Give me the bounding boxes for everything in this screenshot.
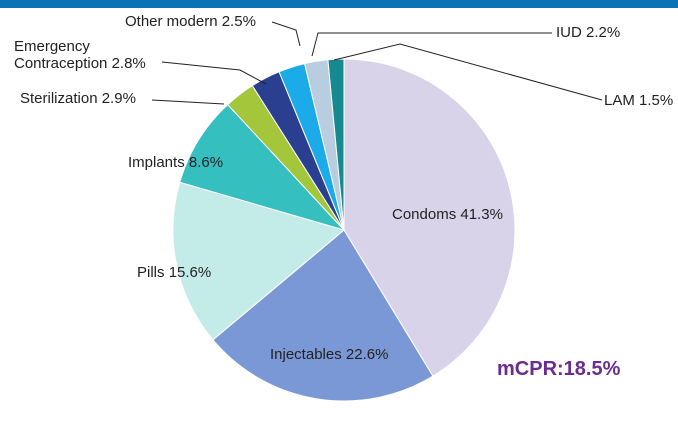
category: Other modern bbox=[125, 13, 218, 30]
slice-label: Condoms 41.3% bbox=[392, 206, 503, 223]
category: Emergency Contraception bbox=[14, 38, 108, 72]
top-bar bbox=[0, 0, 678, 8]
leader-line bbox=[271, 21, 301, 47]
category: LAM bbox=[604, 92, 635, 109]
category: IUD bbox=[556, 24, 582, 41]
leader-line bbox=[161, 61, 267, 85]
value-label: 2.9% bbox=[101, 90, 136, 107]
value-label: 2.8% bbox=[111, 55, 146, 72]
value-label: 15.6% bbox=[168, 264, 212, 281]
value-label: 8.6% bbox=[188, 154, 224, 171]
slice-label: Emergency Contraception 2.8% bbox=[14, 38, 164, 72]
leader-line bbox=[311, 32, 552, 57]
slice-label: LAM 1.5% bbox=[604, 92, 673, 109]
leader-line bbox=[151, 99, 225, 105]
slice-label: Pills 15.6% bbox=[137, 264, 211, 281]
category: Pills bbox=[137, 264, 165, 281]
pie-slice bbox=[179, 103, 346, 231]
slice-label: Other modern 2.5% bbox=[125, 13, 256, 30]
category: Injectables bbox=[270, 346, 342, 363]
leader-lines bbox=[151, 21, 603, 105]
value-label: 1.5% bbox=[639, 92, 674, 109]
slice-label: Implants 8.6% bbox=[128, 154, 223, 171]
pie-slice bbox=[172, 181, 346, 341]
value-label: 2.2% bbox=[586, 24, 621, 41]
category: Implants bbox=[128, 154, 185, 171]
pie-slice bbox=[212, 229, 434, 402]
annotation: mCPR:18.5% bbox=[497, 358, 621, 380]
value-label: 2.5% bbox=[221, 13, 256, 30]
slice-label: Sterilization 2.9% bbox=[20, 90, 136, 107]
value-label: 22.6% bbox=[345, 346, 389, 363]
leader-line bbox=[333, 43, 603, 101]
pie-slice bbox=[343, 58, 516, 377]
category: Sterilization bbox=[20, 90, 98, 107]
value-label: 41.3% bbox=[460, 206, 503, 223]
slice-label: Injectables 22.6% bbox=[270, 346, 388, 363]
category: Condoms bbox=[392, 206, 457, 223]
slice-label: IUD 2.2% bbox=[556, 24, 620, 41]
